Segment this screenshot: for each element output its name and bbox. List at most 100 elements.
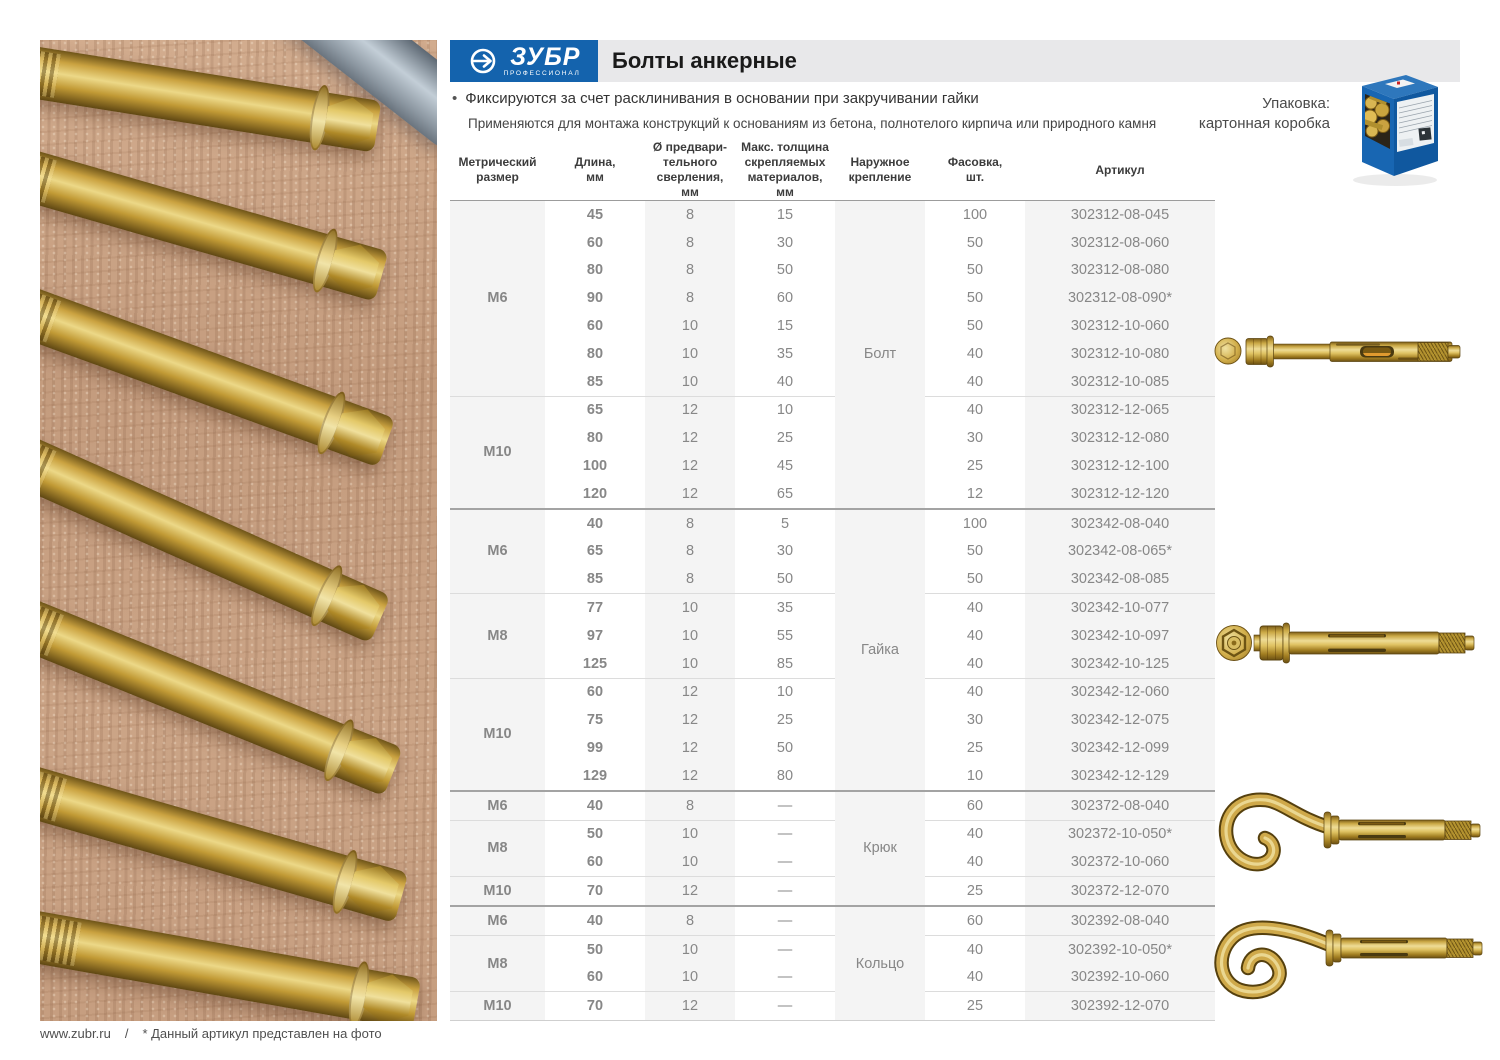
article-cell: 302312-12-065: [1025, 395, 1215, 425]
length-cell: 80: [545, 256, 645, 285]
article-cell: 302342-10-125: [1025, 649, 1215, 679]
pack-qty-cell: 40: [925, 819, 1025, 849]
col-drill-diameter: Ø предвари- тельного сверления, мм: [645, 140, 735, 201]
drill-diameter-cell: 10: [645, 339, 735, 368]
article-cell: 302312-08-045: [1025, 200, 1215, 229]
max-thickness-cell: 60: [735, 284, 835, 313]
length-cell: 100: [545, 452, 645, 480]
article-cell: 302342-08-040: [1025, 507, 1215, 538]
max-thickness-cell: 55: [735, 621, 835, 650]
metric-size-cell: М8: [450, 819, 545, 877]
max-thickness-cell: 25: [735, 706, 835, 735]
metric-size-cell: М10: [450, 677, 545, 791]
table-row: 125 10 85 40 302342-10-125: [450, 649, 1215, 679]
footer: www.zubr.ru / * Данный артикул представл…: [40, 1026, 382, 1041]
table-row: 60 10— 40 302372-10-060: [450, 848, 1215, 877]
metric-size-cell: М6: [450, 507, 545, 594]
max-thickness-cell: 65: [735, 479, 835, 509]
logo-subtitle: ПРОФЕССИОНАЛ: [503, 69, 581, 77]
drill-diameter-cell: 12: [645, 706, 735, 735]
article-cell: 302392-10-050*: [1025, 934, 1215, 964]
max-thickness-cell: 45: [735, 452, 835, 480]
spec-table-body: М6 45 8 15 Болт 100 302312-08-045 60 8 30 50 302312…: [450, 200, 1215, 1021]
packaging-label: Упаковка: картонная коробка: [1198, 95, 1330, 132]
pack-qty-cell: 25: [925, 991, 1025, 1021]
footer-note: * Данный артикул представлен на фото: [142, 1026, 382, 1041]
max-thickness-cell: 50: [735, 256, 835, 285]
drill-diameter-cell: 10: [645, 819, 735, 849]
pack-qty-cell: 40: [925, 963, 1025, 992]
pack-qty-cell: 100: [925, 507, 1025, 538]
max-thickness-cell: 40: [735, 367, 835, 397]
feature-bullet-2: Применяются для монтажа конструкций к ос…: [468, 116, 1157, 131]
drill-diameter-cell: 12: [645, 991, 735, 1021]
pack-qty-cell: 40: [925, 593, 1025, 622]
col-fastening: Наружное крепление: [835, 140, 925, 201]
drill-diameter-cell: 8: [645, 904, 735, 936]
pack-qty-cell: 50: [925, 284, 1025, 313]
table-row: М6 45 8 15 Болт 100 302312-08-045: [450, 200, 1215, 509]
anchor-with-bolt-image: [1214, 335, 1461, 368]
pack-qty-cell: 50: [925, 256, 1025, 285]
pack-qty-cell: 60: [925, 789, 1025, 821]
drill-diameter-cell: 10: [645, 963, 735, 992]
length-cell: 97: [545, 621, 645, 650]
drill-diameter-cell: 10: [645, 848, 735, 877]
length-cell: 40: [545, 789, 645, 821]
table-row: М6 40 8— Крюк 60 302372-08-040: [450, 789, 1215, 906]
spec-table: Метрический размер Длина, мм Ø предвари-…: [450, 140, 1215, 1022]
bullet-dot: •: [452, 90, 458, 107]
max-thickness-cell: —: [735, 876, 835, 906]
pack-qty-cell: 50: [925, 537, 1025, 566]
col-length: Длина, мм: [545, 140, 645, 201]
footer-site: www.zubr.ru: [40, 1026, 111, 1041]
pack-qty-cell: 10: [925, 761, 1025, 791]
length-cell: 40: [545, 904, 645, 936]
article-cell: 302392-08-040: [1025, 904, 1215, 936]
anchor-with-ring-image: [1214, 920, 1483, 1000]
max-thickness-cell: 35: [735, 593, 835, 622]
article-cell: 302312-08-080: [1025, 256, 1215, 285]
drill-diameter-cell: 10: [645, 934, 735, 964]
length-cell: 60: [545, 848, 645, 877]
length-cell: 70: [545, 876, 645, 906]
article-cell: 302342-12-099: [1025, 734, 1215, 762]
photo-bolt: [40, 264, 396, 468]
page-title: Болты анкерные: [612, 48, 797, 73]
table-row: 120 12 65 12 302312-12-120: [450, 479, 1215, 509]
length-cell: 60: [545, 312, 645, 340]
drill-diameter-cell: 8: [645, 256, 735, 285]
table-row: М10 65 12 10 40 302312-12-065: [450, 395, 1215, 509]
max-thickness-cell: 10: [735, 677, 835, 707]
col-pack-qty: Фасовка, шт.: [925, 140, 1025, 201]
pack-qty-cell: 40: [925, 339, 1025, 368]
table-row: 65 8 30 50 302342-08-065*: [450, 537, 1215, 566]
length-cell: 60: [545, 677, 645, 707]
table-row: 85 8 50 50 302342-08-085: [450, 565, 1215, 594]
length-cell: 75: [545, 706, 645, 735]
table-row: 80 12 25 30 302312-12-080: [450, 424, 1215, 453]
pack-qty-cell: 25: [925, 734, 1025, 762]
metric-size-cell: М10: [450, 876, 545, 906]
length-cell: 80: [545, 424, 645, 453]
metric-size-cell: М10: [450, 395, 545, 509]
length-cell: 65: [545, 537, 645, 566]
article-cell: 302342-12-060: [1025, 677, 1215, 707]
article-cell: 302312-08-060: [1025, 228, 1215, 257]
length-cell: 60: [545, 228, 645, 257]
max-thickness-cell: 30: [735, 228, 835, 257]
product-photo: [40, 40, 437, 1021]
length-cell: 90: [545, 284, 645, 313]
pack-qty-cell: 40: [925, 395, 1025, 425]
max-thickness-cell: 25: [735, 424, 835, 453]
article-cell: 302312-10-060: [1025, 312, 1215, 340]
table-row: М8 77 10 35 40 302342-10-077: [450, 593, 1215, 679]
table-row: 85 10 40 40 302312-10-085: [450, 367, 1215, 397]
drill-diameter-cell: 8: [645, 507, 735, 538]
max-thickness-cell: 15: [735, 200, 835, 229]
article-cell: 302342-08-065*: [1025, 537, 1215, 566]
table-row: М10 60 12 10 40 302342-12-060: [450, 677, 1215, 791]
drill-diameter-cell: 12: [645, 876, 735, 906]
max-thickness-cell: —: [735, 934, 835, 964]
